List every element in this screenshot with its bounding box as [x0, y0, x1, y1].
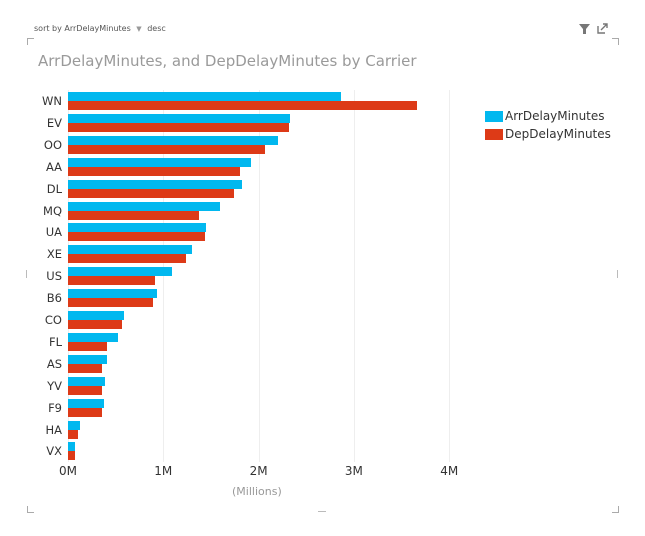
category-label: EV [46, 115, 62, 130]
category-label: UA [45, 225, 62, 240]
bar-arr-delay[interactable] [68, 376, 106, 386]
category-label: US [46, 269, 62, 284]
legend-item-arr[interactable]: ArrDelayMinutes [485, 107, 611, 125]
legend-swatch-arr [485, 110, 503, 122]
gridline [258, 90, 260, 462]
legend: ArrDelayMinutes DepDelayMinutes [485, 107, 611, 143]
resize-handle-right[interactable] [617, 270, 618, 278]
bar-arr-delay[interactable] [68, 179, 243, 189]
category-label: MQ [43, 203, 62, 218]
bar-dep-delay[interactable] [68, 144, 266, 154]
frame-corner-tr [612, 38, 619, 45]
bar-dep-delay[interactable] [68, 451, 75, 461]
frame-corner-br [612, 506, 619, 513]
frame-corner-tl [27, 38, 34, 45]
gridline [353, 90, 355, 462]
bar-dep-delay[interactable] [68, 122, 290, 132]
x-tick-label: 1M [154, 464, 173, 478]
focus-mode-icon[interactable] [597, 23, 608, 37]
bar-arr-delay[interactable] [68, 245, 192, 255]
category-label: CO [44, 313, 62, 327]
sort-order[interactable]: desc [147, 24, 166, 33]
resize-handle-bottom[interactable] [318, 511, 326, 512]
category-label: VX [46, 444, 62, 459]
frame-corner-bl [27, 506, 34, 513]
sort-prefix: sort by [34, 24, 62, 33]
legend-swatch-dep [485, 128, 503, 140]
sort-control[interactable]: sort by ArrDelayMinutes ▼ desc [34, 24, 166, 33]
category-label: HA [45, 422, 62, 437]
x-tick-label: 3M [344, 464, 363, 478]
x-tick-label: 2M [249, 464, 268, 478]
filter-icon[interactable] [579, 23, 594, 37]
legend-item-dep[interactable]: DepDelayMinutes [485, 125, 611, 143]
bar-arr-delay[interactable] [68, 442, 75, 452]
category-label: OO [43, 137, 62, 152]
category-label: F9 [48, 400, 62, 415]
chevron-down-icon[interactable]: ▼ [136, 25, 142, 33]
bar-arr-delay[interactable] [68, 157, 251, 167]
category-label: DL [46, 181, 62, 196]
chart-title: ArrDelayMinutes, and DepDelayMinutes by … [38, 52, 417, 70]
x-axis-label: (Millions) [232, 485, 282, 498]
bar-dep-delay[interactable] [68, 385, 103, 395]
x-tick-label: 0M [59, 464, 77, 478]
bar-arr-delay[interactable] [68, 92, 341, 101]
bar-arr-delay[interactable] [68, 398, 105, 408]
category-label: AA [45, 159, 62, 174]
bar-dep-delay[interactable] [68, 363, 103, 373]
category-label: B6 [46, 291, 62, 306]
bar-dep-delay[interactable] [68, 232, 206, 242]
bar-dep-delay[interactable] [68, 407, 103, 417]
bar-dep-delay[interactable] [68, 254, 187, 264]
bar-dep-delay[interactable] [68, 320, 123, 329]
legend-label: ArrDelayMinutes [505, 109, 605, 123]
category-label: AS [46, 356, 62, 371]
bar-arr-delay[interactable] [68, 289, 157, 299]
bar-arr-delay[interactable] [68, 420, 81, 430]
legend-label: DepDelayMinutes [505, 127, 611, 141]
bar-dep-delay[interactable] [68, 429, 78, 439]
bar-arr-delay[interactable] [68, 135, 278, 145]
bar-dep-delay[interactable] [68, 298, 153, 308]
bar-arr-delay[interactable] [68, 332, 118, 342]
bar-dep-delay[interactable] [68, 276, 155, 286]
gridline [449, 90, 451, 462]
bar-dep-delay[interactable] [68, 341, 108, 351]
bar-arr-delay[interactable] [68, 113, 291, 123]
sort-field[interactable]: ArrDelayMinutes [64, 24, 131, 33]
bar-dep-delay[interactable] [68, 210, 199, 220]
bar-arr-delay[interactable] [68, 201, 221, 211]
category-label: WN [42, 94, 62, 108]
category-label: YV [47, 378, 62, 393]
category-label: FL [48, 334, 62, 349]
bar-arr-delay[interactable] [68, 354, 108, 364]
category-label: XE [46, 247, 62, 262]
bar-arr-delay[interactable] [68, 267, 172, 277]
resize-handle-left[interactable] [26, 270, 27, 278]
bar-arr-delay[interactable] [68, 223, 207, 233]
bar-arr-delay[interactable] [68, 311, 125, 320]
bar-dep-delay[interactable] [68, 101, 417, 110]
bar-dep-delay[interactable] [68, 188, 234, 198]
visual-toolbar [579, 23, 608, 37]
x-tick-label: 4M [440, 464, 459, 478]
bar-dep-delay[interactable] [68, 166, 240, 176]
